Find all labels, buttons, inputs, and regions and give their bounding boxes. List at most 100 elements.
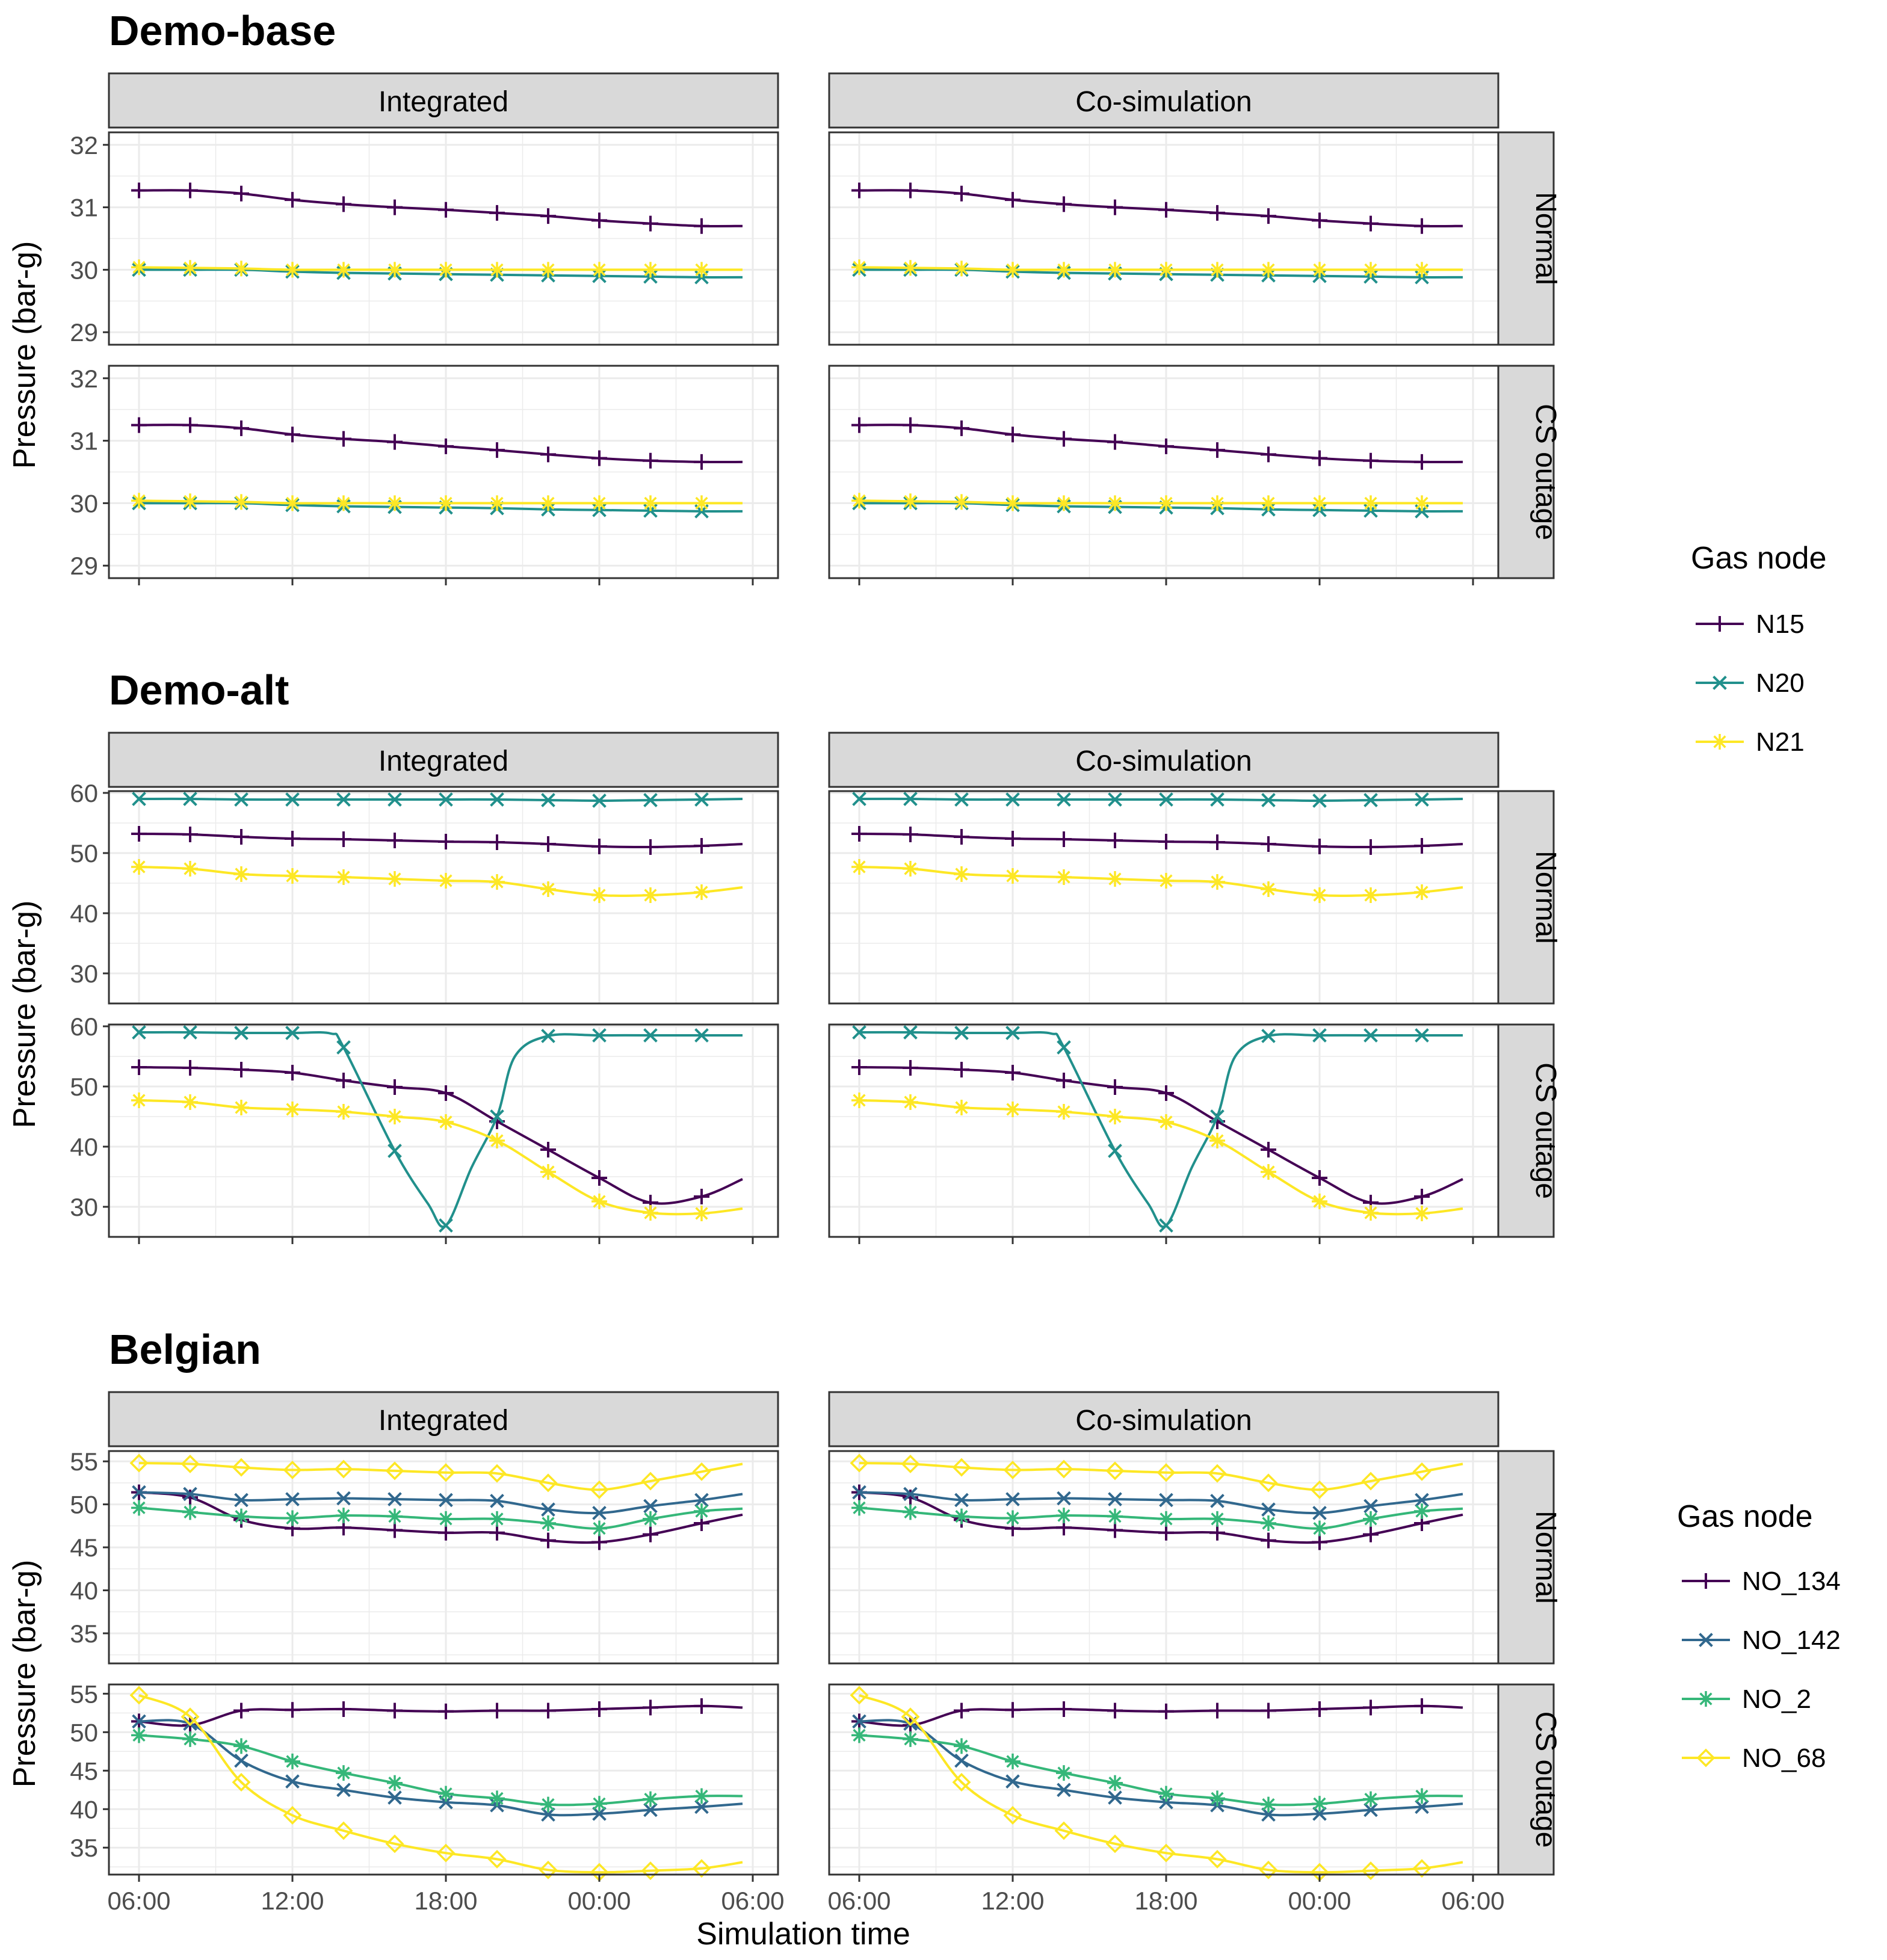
star-marker xyxy=(1363,1205,1379,1221)
star-marker xyxy=(903,861,918,877)
cross-marker xyxy=(388,1144,402,1158)
star-marker xyxy=(131,859,147,875)
star-marker xyxy=(131,1727,147,1743)
series-n15 xyxy=(131,1059,743,1210)
panel-border xyxy=(108,365,779,579)
star-marker xyxy=(438,873,454,889)
plus-marker xyxy=(1261,1532,1276,1549)
plus-marker xyxy=(182,1060,198,1076)
cross-marker xyxy=(1159,1218,1173,1233)
plus-marker xyxy=(285,831,300,846)
star-marker xyxy=(1158,1511,1174,1527)
cross-marker xyxy=(1415,1028,1429,1043)
star-marker xyxy=(1158,1114,1174,1130)
star-marker xyxy=(131,1500,147,1516)
x-tick-label: 00:00 xyxy=(1288,1887,1351,1915)
series-no_2 xyxy=(851,1727,1463,1813)
diamond-marker xyxy=(334,1459,353,1479)
series-n21 xyxy=(851,259,1463,278)
legend-item: N21 xyxy=(1696,727,1805,757)
plus-marker xyxy=(1107,1522,1123,1538)
plus-marker xyxy=(336,1073,351,1088)
cross-marker xyxy=(852,1025,866,1040)
star-marker xyxy=(851,259,867,276)
cross-marker xyxy=(1210,1494,1225,1508)
series-n21 xyxy=(851,493,1463,511)
plus-marker xyxy=(540,446,556,463)
star-marker xyxy=(1414,495,1430,511)
cross-marker xyxy=(1261,1502,1276,1517)
diamond-marker xyxy=(641,1861,660,1881)
cross-marker xyxy=(1415,792,1429,807)
star-marker xyxy=(1414,1206,1430,1221)
panel-background xyxy=(109,1025,778,1237)
plus-marker xyxy=(954,1703,969,1719)
star-marker xyxy=(1261,1515,1276,1532)
panel: 29 30 31 32 xyxy=(70,365,779,585)
series-n20 xyxy=(852,1025,1463,1233)
cross-marker xyxy=(336,1491,351,1506)
plus-marker xyxy=(1209,1703,1225,1719)
cross-marker xyxy=(1713,676,1727,690)
star-marker xyxy=(1158,1786,1174,1802)
star-marker xyxy=(1005,495,1021,511)
star-marker xyxy=(489,1133,505,1148)
series-no_142 xyxy=(132,1714,743,1822)
legend-item: NO_142 xyxy=(1682,1626,1841,1655)
series-n20 xyxy=(132,1025,743,1233)
star-marker xyxy=(285,1753,300,1769)
star-marker xyxy=(1209,1133,1225,1148)
cross-marker xyxy=(541,1502,555,1517)
panel-border xyxy=(108,1683,779,1876)
diamond-marker xyxy=(487,1464,507,1483)
cross-marker xyxy=(183,1025,197,1040)
plus-marker xyxy=(182,417,198,433)
star-marker xyxy=(233,494,249,510)
plus-marker xyxy=(1209,1524,1225,1541)
star-marker xyxy=(182,493,198,510)
plus-marker xyxy=(131,417,147,433)
series-n21 xyxy=(851,1092,1463,1221)
plus-marker xyxy=(1312,1534,1327,1550)
panel-border xyxy=(828,131,1499,346)
diamond-marker xyxy=(952,1773,971,1792)
panel-background xyxy=(829,791,1498,1003)
series-n15 xyxy=(851,417,1463,470)
panel: 30 40 50 60 xyxy=(70,779,779,1005)
diamond-marker xyxy=(850,1453,869,1473)
star-marker xyxy=(954,1100,969,1115)
star-marker xyxy=(1312,262,1327,278)
panel xyxy=(828,1023,1499,1244)
cross-marker xyxy=(1261,1029,1276,1043)
plus-marker xyxy=(489,1703,505,1719)
plus-marker xyxy=(233,829,249,845)
row-strip xyxy=(1497,1450,1555,1665)
star-marker xyxy=(438,495,454,511)
diamond-marker xyxy=(901,1707,920,1727)
star-marker xyxy=(182,1731,198,1747)
panel-border xyxy=(828,1683,1499,1876)
plus-marker xyxy=(591,1701,607,1717)
legend-title: Gas node xyxy=(1691,541,1827,576)
y-tick-label: 40 xyxy=(70,1795,98,1823)
plus-marker xyxy=(285,1702,300,1718)
plus-marker xyxy=(1158,834,1174,849)
legend-label: N20 xyxy=(1756,668,1805,698)
star-marker xyxy=(438,1114,454,1130)
star-marker xyxy=(182,861,198,877)
star-marker xyxy=(387,495,403,511)
y-tick-label: 40 xyxy=(70,1577,98,1605)
plus-marker xyxy=(694,218,709,234)
panel: 06:00 12:00 18:00 00:00 06:00 xyxy=(827,1683,1505,1915)
star-marker xyxy=(1056,1508,1072,1524)
plus-marker xyxy=(336,431,351,447)
plus-marker xyxy=(903,1060,918,1076)
column-strip-label: Integrated xyxy=(378,745,508,777)
star-marker xyxy=(903,260,918,276)
legend-title: Gas node xyxy=(1677,1499,1813,1534)
series-no_142 xyxy=(852,1485,1463,1520)
plus-marker xyxy=(1261,208,1276,224)
plus-marker xyxy=(1005,427,1021,443)
cross-marker xyxy=(1261,793,1276,807)
cross-marker xyxy=(1210,1109,1225,1124)
